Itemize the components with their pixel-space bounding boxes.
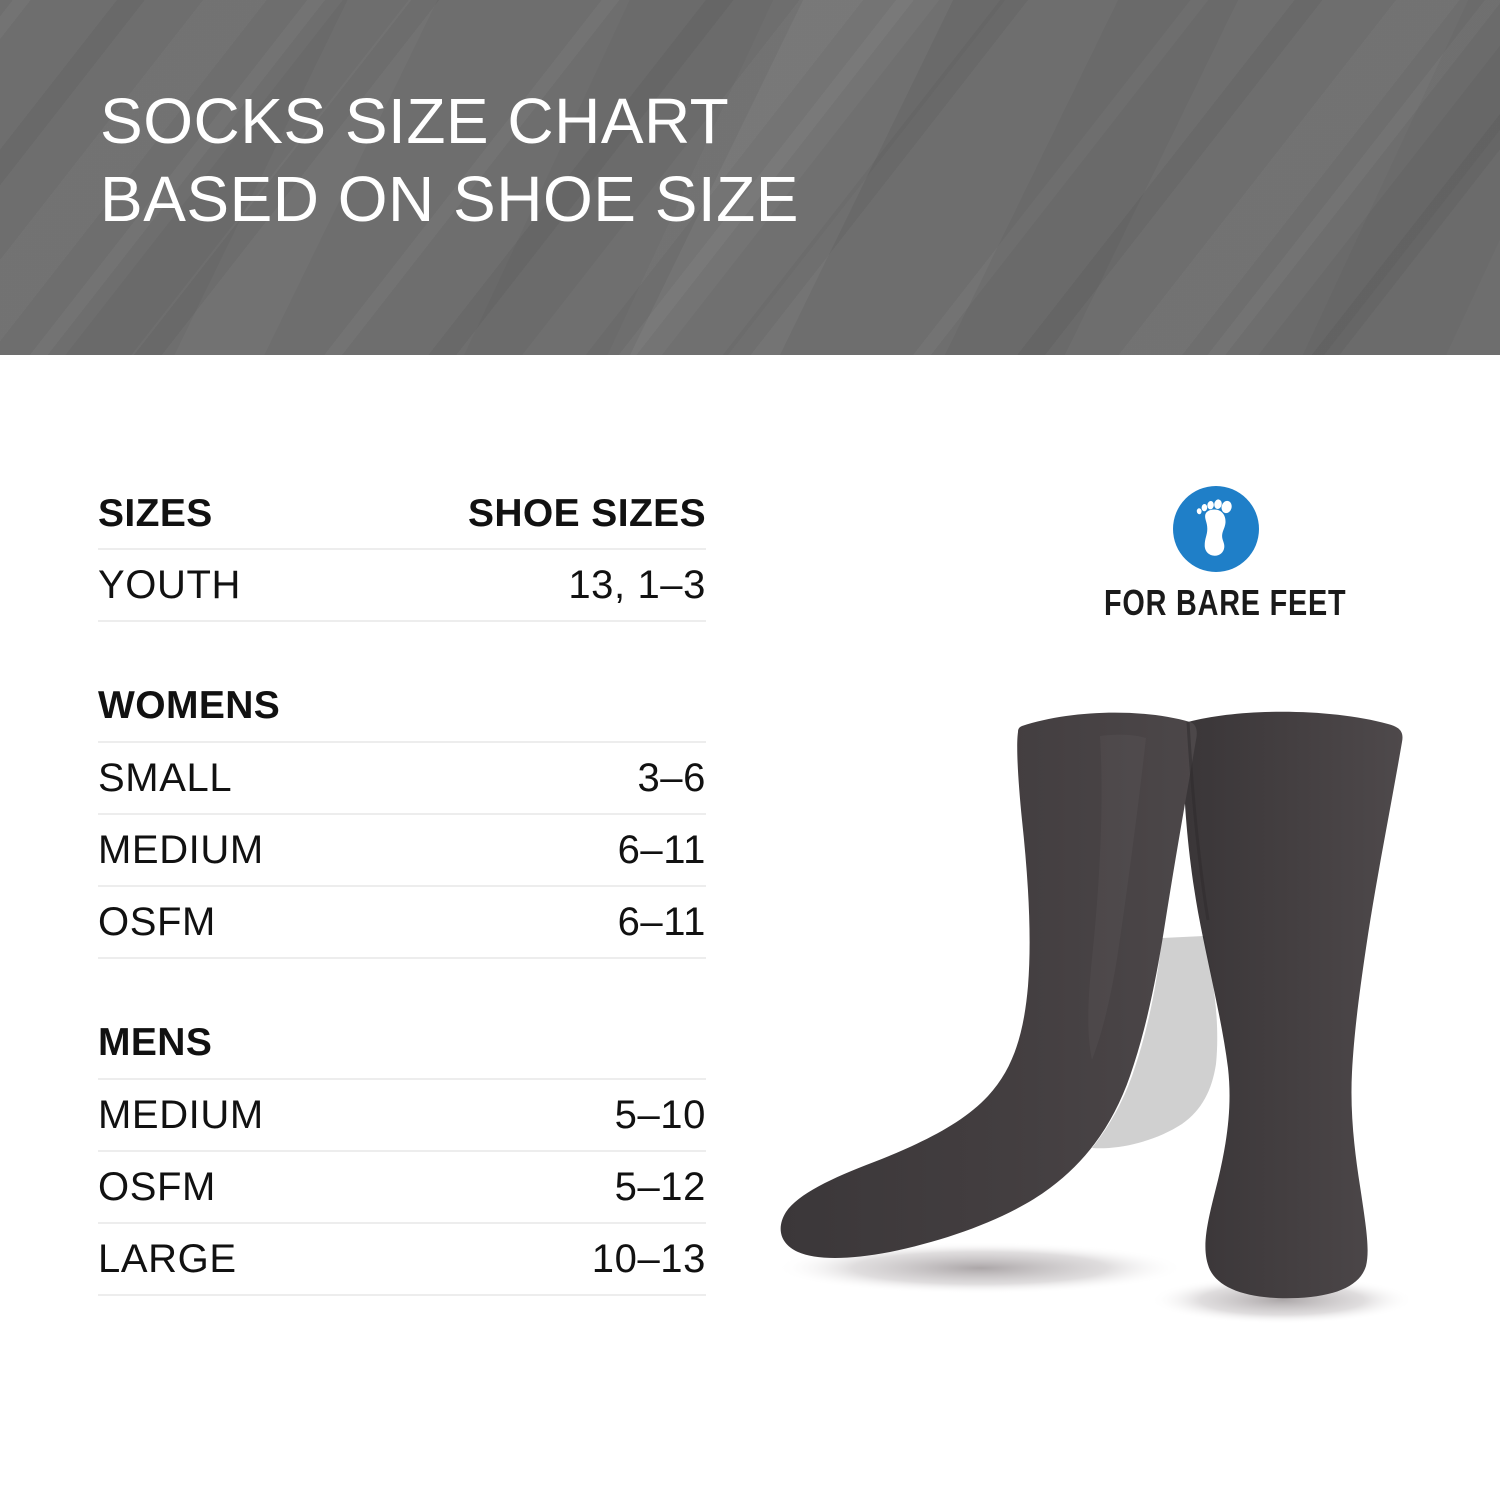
table-rule: [98, 1222, 706, 1224]
row-size-label: MEDIUM: [98, 828, 264, 872]
row-size-label: SMALL: [98, 756, 233, 800]
group-header-mens: MENS: [98, 1013, 706, 1078]
column-header-sizes: SIZES: [98, 492, 213, 535]
table-rule: [98, 1078, 706, 1080]
table-rule: [98, 620, 706, 622]
table-rule: [98, 1150, 706, 1152]
table-row: SMALL 3–6: [98, 743, 706, 813]
sock-back: [1183, 711, 1403, 1299]
row-shoe-size-value: 3–6: [637, 756, 706, 800]
table-row: MEDIUM 5–10: [98, 1080, 706, 1150]
group-label: MENS: [98, 1021, 213, 1064]
table-row: YOUTH 13, 1–3: [98, 550, 706, 620]
group-label: WOMENS: [98, 684, 281, 727]
header-band: SOCKS SIZE CHART BASED ON SHOE SIZE: [0, 0, 1500, 355]
row-size-label: OSFM: [98, 1165, 216, 1209]
row-shoe-size-value: 6–11: [617, 900, 706, 944]
brand-wordmark: FOR BARE FEET: [1104, 582, 1347, 623]
row-shoe-size-value: 5–12: [614, 1165, 706, 1209]
group-header-womens: WOMENS: [98, 676, 706, 741]
row-shoe-size-value: 10–13: [591, 1237, 706, 1281]
sock-front: [780, 712, 1197, 1258]
section-spacer: [98, 959, 706, 1013]
row-shoe-size-value: 5–10: [614, 1093, 706, 1137]
header-stripe-texture-fine: [0, 0, 1500, 355]
column-header-shoe-sizes: SHOE SIZES: [467, 492, 706, 535]
table-rule: [98, 957, 706, 959]
table-row: LARGE 10–13: [98, 1224, 706, 1294]
header-stripe-texture-dark: [0, 0, 1500, 355]
row-size-label: OSFM: [98, 900, 216, 944]
footprint-icon: [1173, 486, 1259, 572]
row-size-label: MEDIUM: [98, 1093, 264, 1137]
header-stripe-texture-wide: [0, 0, 1500, 355]
table-rule: [98, 813, 706, 815]
table-rule: [98, 885, 706, 887]
section-spacer: [98, 622, 706, 676]
brand-logo: FOR BARE FEET: [1076, 486, 1356, 624]
table-row: OSFM 5–12: [98, 1152, 706, 1222]
socks-illustration: [770, 680, 1470, 1400]
table-rule: [98, 741, 706, 743]
table-header-row: SIZES SHOE SIZES: [98, 492, 706, 548]
sock-contact-shadow: [1092, 936, 1218, 1149]
size-chart-table: SIZES SHOE SIZES YOUTH 13, 1–3 WOMENS SM…: [98, 492, 706, 1296]
table-row: OSFM 6–11: [98, 887, 706, 957]
row-shoe-size-value: 6–11: [617, 828, 706, 872]
sock-ground-shadow: [1150, 1276, 1414, 1324]
table-rule: [98, 1294, 706, 1296]
table-row: MEDIUM 6–11: [98, 815, 706, 885]
page-title: SOCKS SIZE CHART BASED ON SHOE SIZE: [100, 85, 799, 235]
sock-ground-shadow: [775, 1242, 1185, 1294]
row-shoe-size-value: 13, 1–3: [568, 563, 706, 607]
sock-separation-edge: [1186, 721, 1210, 921]
table-rule: [98, 548, 706, 550]
row-size-label: YOUTH: [98, 563, 241, 607]
row-size-label: LARGE: [98, 1237, 237, 1281]
